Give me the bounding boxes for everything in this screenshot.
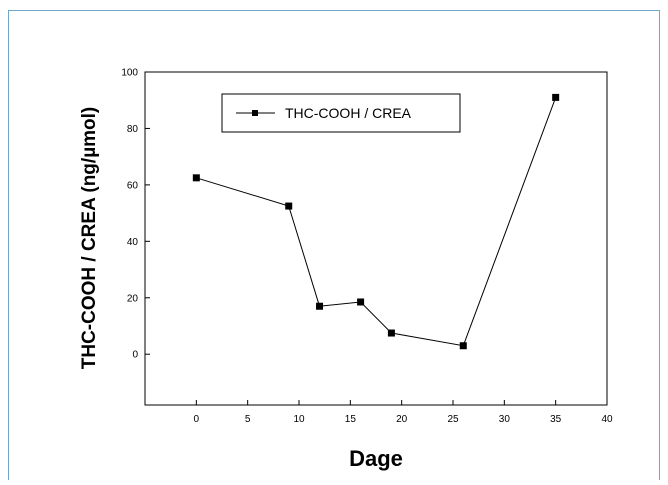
y-tick-label: 40 — [127, 237, 139, 248]
legend-marker — [252, 110, 258, 116]
x-tick-label: 35 — [550, 414, 562, 425]
series-line — [196, 97, 557, 347]
x-tick-label: 0 — [194, 414, 200, 425]
data-point — [192, 174, 200, 182]
data-point — [552, 93, 560, 101]
x-tick-label: 10 — [293, 414, 305, 425]
data-point — [357, 298, 365, 306]
x-tick-label: 20 — [396, 414, 408, 425]
y-axis-title: THC-COOH / CREA (ng/µmol) — [79, 107, 100, 370]
plot-area — [144, 71, 608, 406]
y-tick-label: 0 — [132, 350, 138, 361]
y-tick-label: 100 — [121, 68, 138, 79]
data-point — [459, 342, 467, 350]
x-tick-label: 30 — [499, 414, 511, 425]
x-tick-label: 5 — [245, 414, 251, 425]
data-point — [316, 302, 324, 310]
x-tick-label: 25 — [447, 414, 459, 425]
x-tick-label: 15 — [345, 414, 357, 425]
x-tick-label: 40 — [601, 414, 613, 425]
legend: THC-COOH / CREA — [221, 93, 461, 133]
x-axis-ticks: 0 5 10 15 20 25 30 35 40 — [194, 400, 613, 425]
series-markers — [192, 93, 560, 350]
data-point — [285, 202, 293, 210]
y-axis-ticks: 0 20 40 60 80 100 — [121, 68, 150, 361]
y-tick-label: 20 — [127, 293, 139, 304]
y-tick-label: 60 — [127, 180, 139, 191]
legend-label: THC-COOH / CREA — [285, 105, 412, 121]
figure-frame — [8, 10, 660, 480]
x-axis-title: Dage — [349, 446, 403, 471]
y-tick-label: 80 — [127, 124, 139, 135]
data-point — [387, 329, 395, 337]
